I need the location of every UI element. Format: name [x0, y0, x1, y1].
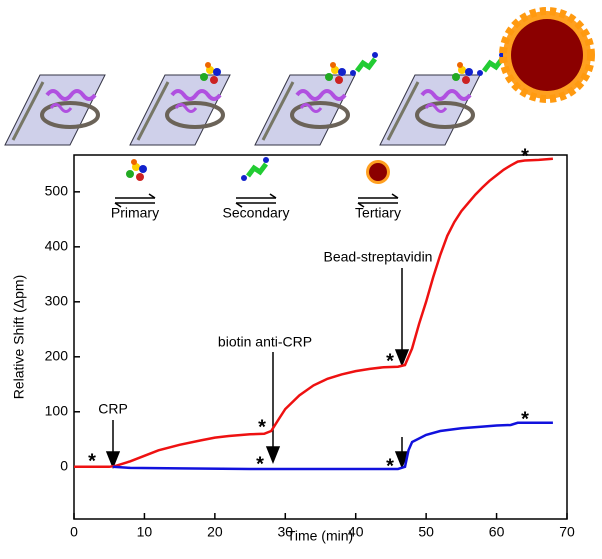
x-tick-label: 50	[418, 524, 434, 540]
x-tick-label: 20	[207, 524, 223, 540]
series-line	[112, 421, 553, 471]
asterisk: *	[521, 145, 529, 167]
step-label: Secondary	[223, 205, 290, 221]
x-tick-label: 0	[70, 524, 78, 540]
annotation: Bead-streptavidin	[324, 249, 433, 265]
annotation: biotin anti-CRP	[218, 334, 312, 350]
y-tick-label: 500	[45, 183, 69, 199]
asterisk: *	[88, 450, 96, 472]
annotation: CRP	[98, 401, 128, 417]
plot-frame	[73, 154, 568, 520]
x-tick-label: 70	[559, 524, 575, 540]
x-tick-label: 40	[348, 524, 364, 540]
y-tick-label: 100	[45, 402, 69, 418]
y-axis-label: Relative Shift (Δpm)	[11, 275, 27, 400]
asterisk: *	[256, 453, 264, 475]
step-label: Tertiary	[355, 205, 401, 221]
x-tick-label: 30	[277, 524, 293, 540]
step-label: Primary	[111, 205, 159, 221]
asterisk: *	[521, 408, 529, 430]
asterisk: *	[386, 455, 394, 477]
x-tick-label: 10	[137, 524, 153, 540]
asterisk: *	[386, 350, 394, 372]
y-tick-label: 300	[45, 293, 69, 309]
x-axis-label: Time (min)	[287, 528, 353, 544]
asterisk: *	[258, 416, 266, 438]
y-tick-label: 200	[45, 347, 69, 363]
y-tick-label: 0	[60, 457, 68, 473]
series-line	[74, 157, 553, 469]
annotation-arrows	[105, 268, 410, 470]
illustrations	[3, 7, 595, 208]
x-tick-label: 60	[489, 524, 505, 540]
y-tick-label: 400	[45, 238, 69, 254]
